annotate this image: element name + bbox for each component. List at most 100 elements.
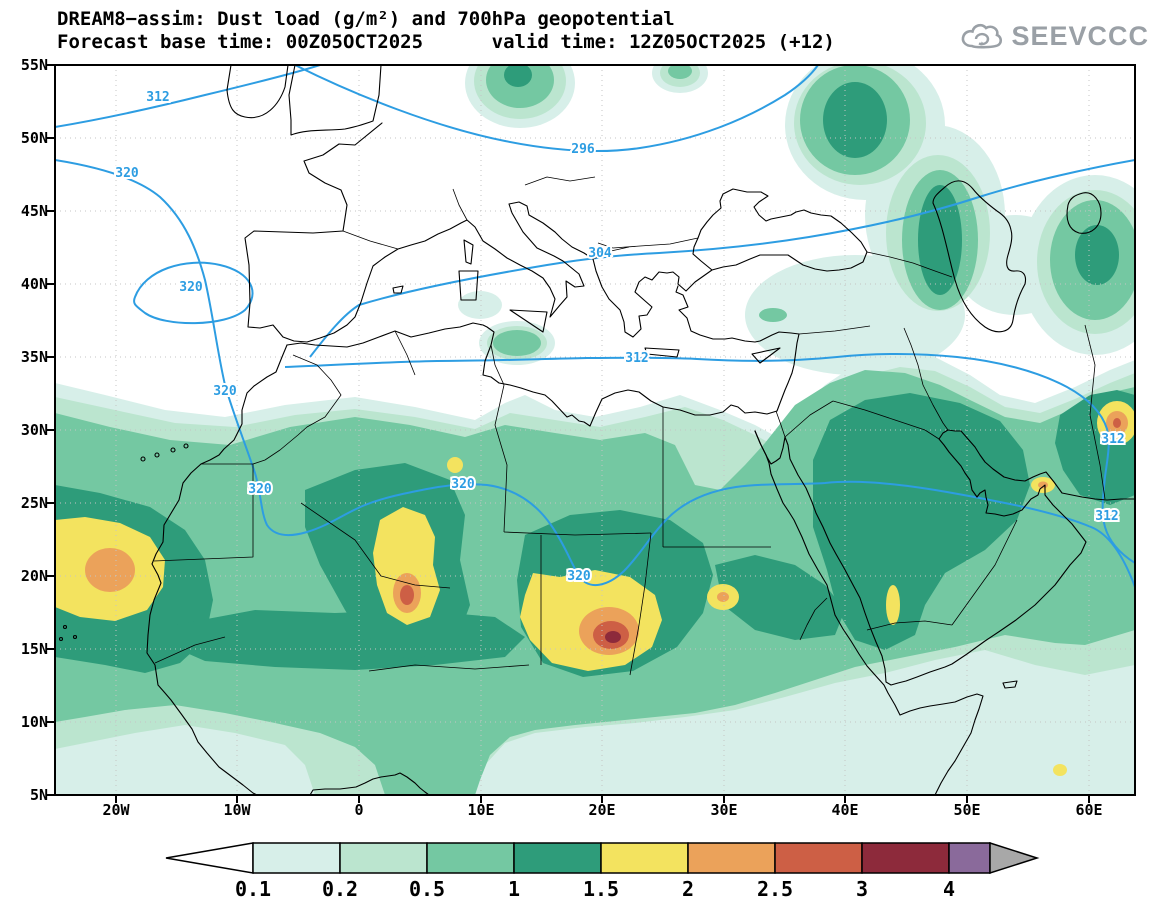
coastline-cyprus: [751, 347, 781, 364]
coastline-aral-sea: [1066, 192, 1102, 234]
lat-axis-label: 10N: [20, 713, 48, 731]
border-libya-south: [503, 531, 652, 536]
dust-patch: [458, 291, 502, 319]
lat-axis-label: 25N: [20, 494, 48, 512]
coastlines: [58, 65, 1135, 795]
border-niger-nigeria: [368, 664, 530, 672]
geopotential-contour-label: 312: [1095, 509, 1118, 524]
coastline-ireland: [226, 65, 289, 119]
geopotential-contour-label: 304: [588, 246, 612, 261]
border-senegal-mauritania: [154, 636, 226, 664]
lon-axis-label: 10E: [467, 801, 495, 819]
coastline-cape-verde: [58, 636, 64, 642]
lat-axis-label: 55N: [20, 56, 48, 74]
colorbar-segment: [426, 842, 515, 874]
colorbar-labels: 0.1 0.2 0.5 1 1.5 2 2.5 3 4: [235, 877, 955, 901]
border-algeria-mali-niger: [300, 502, 451, 589]
geopotential-contour-label: 320: [179, 280, 203, 295]
coastline-cape-verde: [72, 634, 78, 640]
dust-shading-3: [605, 631, 621, 643]
dust-maximum: [605, 631, 621, 643]
border-danube-region: [597, 237, 699, 249]
coastline-mediterranean-south: [286, 285, 800, 427]
coastline-canary-island: [183, 443, 189, 449]
border-sudan-eritrea: [799, 597, 828, 641]
colorbar-segment: [861, 842, 950, 874]
border-jordan-saudi: [784, 400, 834, 438]
geopotential-contour-312-south: [284, 353, 1135, 564]
geopotential-contours: [55, 65, 1135, 588]
colorbar-segment: [252, 842, 341, 874]
border-balkans: [592, 246, 630, 260]
geopotential-contour-labels: 312 320 296 304 320 312 320 320 320 320 …: [113, 88, 1126, 586]
lon-axis-label: 10W: [223, 801, 251, 819]
lat-axis-label: 15N: [20, 640, 48, 658]
colorbar-label: 2: [682, 877, 694, 901]
border-algeria-tunisia: [394, 330, 416, 376]
dust-hotspot: [400, 585, 414, 605]
geopotential-contour-label: 312: [1101, 432, 1124, 447]
border-morocco-algeria: [252, 354, 342, 465]
country-borders: [153, 176, 1106, 676]
colorbar-arrow-left: [165, 842, 254, 874]
colorbar-segment: [948, 842, 991, 874]
border-saudi-yemen: [866, 620, 953, 631]
colorbar-label: 2.5: [757, 877, 793, 901]
lat-axis-label: 30N: [20, 421, 48, 439]
border-tunisia-libya: [490, 344, 505, 386]
colorbar-label: 3: [856, 877, 868, 901]
lat-axis-label: 50N: [20, 129, 48, 147]
dust-patch: [668, 65, 692, 79]
border-spain-france: [342, 230, 399, 250]
colorbar-label: 0.1: [235, 877, 271, 901]
colorbar-segment: [339, 842, 428, 874]
geopotential-contour-label: 312: [625, 351, 648, 366]
lat-axis-label: 45N: [20, 202, 48, 220]
lon-tick-marks: [115, 795, 1090, 803]
seevccc-logo: SEEVCCC: [959, 20, 1149, 52]
dust-hotspot: [447, 457, 463, 473]
seevccc-logo-text: SEEVCCC: [1011, 20, 1149, 51]
border-caucasus: [866, 251, 953, 278]
colorbar-segment: [687, 842, 776, 874]
border-chad-sudan: [629, 532, 652, 676]
lon-axis-label: 20E: [588, 801, 616, 819]
dust-hotspot: [373, 507, 440, 625]
chart-subtitle: Forecast base time: 00Z05OCT2025 valid t…: [57, 31, 835, 53]
colorbar-label: 0.2: [322, 877, 358, 901]
coastline-black-sea: [677, 188, 868, 292]
lon-axis-label: 30E: [710, 801, 738, 819]
coastline-canary-island: [170, 447, 176, 453]
lat-axis-label: 35N: [20, 348, 48, 366]
border-iran-iraq: [903, 327, 949, 431]
coastline-britain: [288, 65, 382, 136]
border-central-europe: [524, 176, 596, 186]
geopotential-contour-312: [55, 65, 321, 128]
geopotential-contour-label: 320: [567, 569, 591, 584]
coastline-arabia-gulf: [754, 429, 1135, 686]
border-alps-region: [452, 188, 468, 221]
dust-patch: [493, 330, 541, 356]
border-turkey-syria: [798, 325, 871, 335]
geopotential-contour-label: 320: [115, 166, 139, 181]
lon-axis-label: 20W: [102, 801, 130, 819]
geopotential-contour-label: 296: [571, 142, 595, 157]
border-saudi-oman: [951, 519, 1018, 626]
lon-axis-label: 50E: [953, 801, 981, 819]
coastline-canary-island: [140, 456, 146, 462]
coastline-sardinia: [458, 270, 479, 301]
colorbar-label: 0.5: [409, 877, 445, 901]
geopotential-contour-label: 320: [213, 384, 237, 399]
map-canvas: 312 320 296 304 320 312 320 320 320 320 …: [47, 64, 1136, 803]
coastline-sicily: [509, 309, 548, 333]
lat-axis-label: 40N: [20, 275, 48, 293]
seevccc-cloud-icon: [962, 23, 1003, 49]
coastline-cape-verde: [62, 624, 68, 630]
lon-axis-label: 0: [354, 801, 364, 819]
coastline-socotra: [1002, 680, 1018, 689]
coastline-mallorca: [392, 285, 404, 294]
border-egypt-israel: [775, 410, 786, 438]
coastline-west-africa: [146, 344, 288, 795]
graticule-lon-lines: [115, 65, 1090, 795]
